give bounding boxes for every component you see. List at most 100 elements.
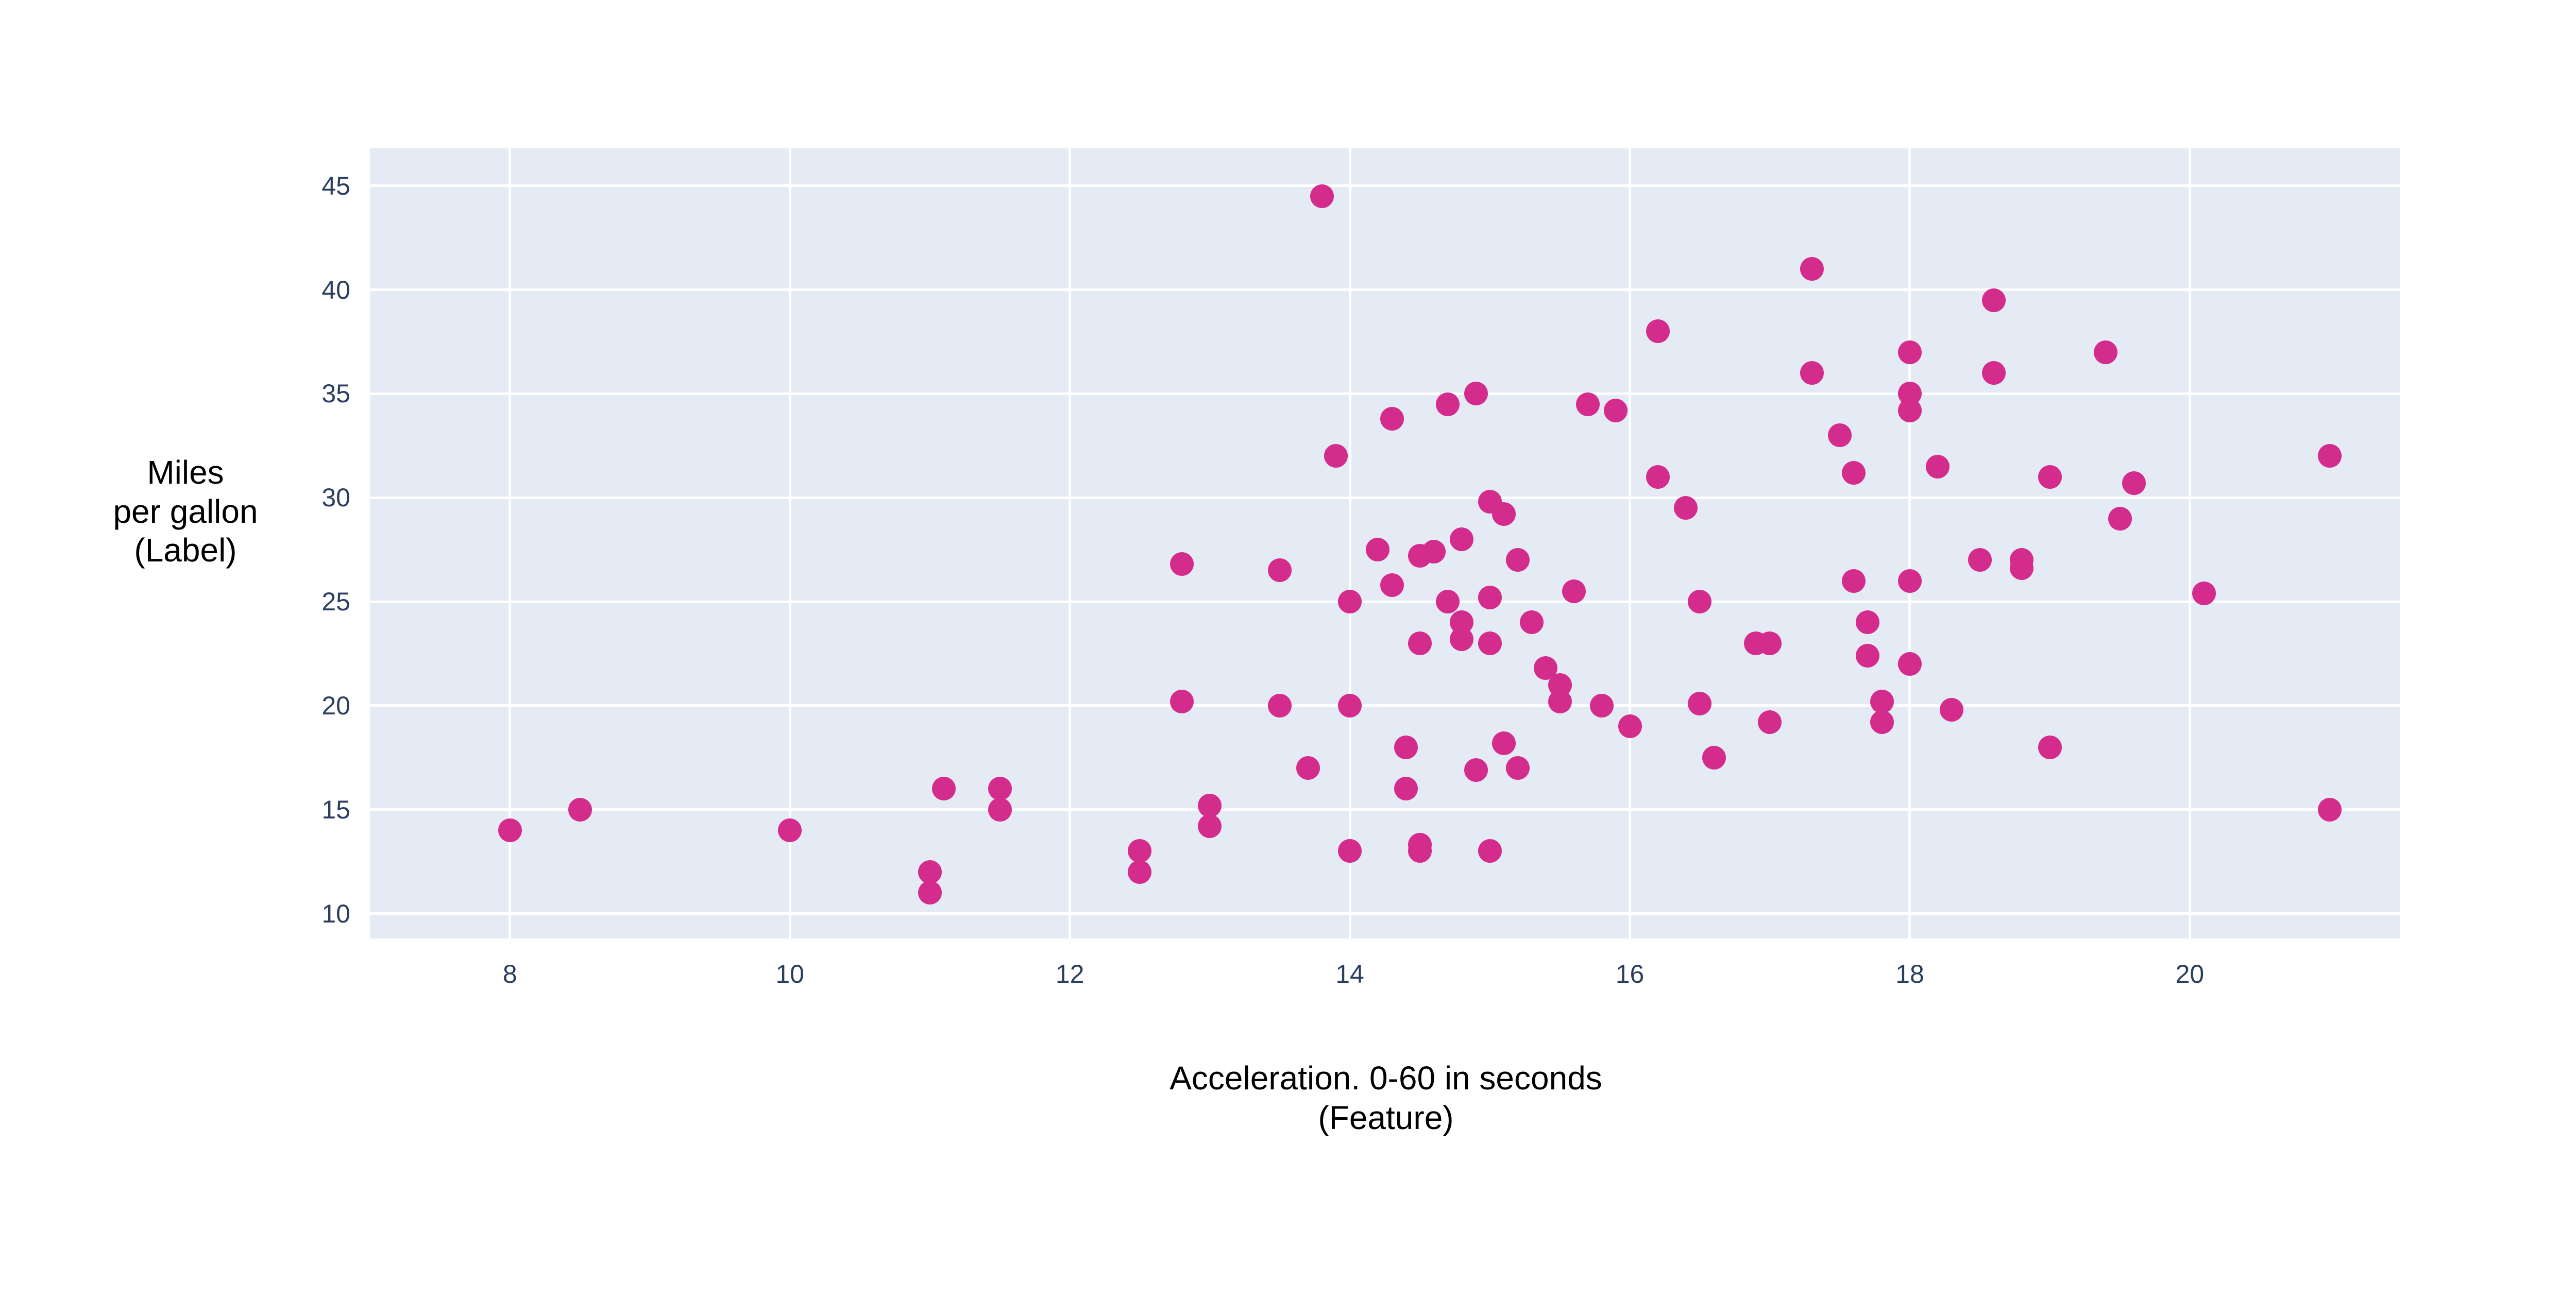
scatter-point [1422, 540, 1446, 564]
y-tick-label: 15 [321, 795, 350, 824]
x-axis-title: Acceleration. 0-60 in seconds (Feature) [1170, 1060, 1602, 1136]
scatter-point [1380, 406, 1404, 431]
scatter-point [1128, 839, 1152, 863]
x-tick-label: 10 [775, 960, 804, 988]
scatter-point [498, 818, 522, 843]
y-axis-tick-labels: 10 15 20 25 30 35 40 45 [258, 148, 350, 938]
scatter-point [1170, 689, 1194, 713]
scatter-point [1897, 398, 1922, 422]
scatter-point [1758, 631, 1782, 655]
scatter-point [2094, 340, 2118, 364]
gridline-horizontal [370, 704, 2400, 707]
scatter-point [1478, 839, 1502, 863]
x-tick-label: 18 [1895, 960, 1924, 988]
y-axis-title: Miles per gallon (Label) [113, 454, 258, 569]
y-tick-label: 10 [321, 899, 350, 928]
scatter-point [1702, 745, 1726, 770]
x-axis-tick-labels: 8 10 12 14 16 18 20 [370, 959, 2400, 995]
y-tick-label: 35 [321, 379, 350, 408]
scatter-point [2192, 581, 2216, 605]
plot-area-wrapper [370, 148, 2400, 938]
scatter-point [1562, 579, 1586, 603]
scatter-point [1450, 527, 1474, 551]
scatter-point [1800, 361, 1824, 385]
scatter-point [1408, 839, 1432, 863]
scatter-point [1897, 569, 1922, 593]
gridline-horizontal [370, 184, 2400, 187]
gridline-horizontal [370, 808, 2400, 811]
scatter-point [1800, 257, 1824, 281]
scatter-point [1436, 590, 1460, 614]
scatter-point [1897, 652, 1922, 676]
gridline-vertical [1069, 148, 1072, 938]
gridline-horizontal [370, 496, 2400, 499]
scatter-point [2318, 797, 2342, 822]
scatter-point [1268, 693, 1292, 718]
gridline-horizontal [370, 288, 2400, 291]
y-tick-label: 30 [321, 483, 350, 513]
gridline-vertical [1908, 148, 1911, 938]
scatter-point [1646, 319, 1670, 344]
gridline-horizontal [370, 912, 2400, 915]
scatter-point [1618, 714, 1642, 739]
scatter-point [1338, 590, 1362, 614]
scatter-point [1324, 444, 1348, 468]
scatter-point [1394, 735, 1418, 759]
scatter-point [1506, 756, 1530, 780]
x-tick-label: 14 [1335, 960, 1364, 988]
scatter-point [1464, 758, 1488, 782]
scatter-point [932, 777, 956, 801]
scatter-point [1520, 610, 1544, 635]
y-tick-label: 25 [321, 587, 350, 617]
scatter-point [2318, 444, 2342, 468]
scatter-point [1688, 590, 1712, 614]
scatter-point [1870, 689, 1894, 713]
x-tick-label: 12 [1055, 960, 1084, 988]
scatter-point [1982, 361, 2006, 385]
scatter-point [1506, 548, 1530, 572]
scatter-point [1842, 460, 1866, 485]
scatter-point [1940, 697, 1964, 722]
scatter-point [568, 797, 592, 822]
scatter-point [1408, 631, 1432, 655]
scatter-point [1492, 502, 1516, 526]
x-tick-label: 16 [1615, 960, 1645, 988]
y-tick-label: 40 [321, 275, 350, 304]
grid-lines [370, 148, 2400, 938]
x-tick-label: 20 [2175, 960, 2205, 988]
scatter-point [1338, 693, 1362, 718]
scatter-point [2122, 471, 2146, 495]
scatter-point [1856, 643, 1880, 668]
scatter-point [988, 797, 1012, 822]
scatter-point [988, 777, 1012, 801]
scatter-point [1268, 558, 1292, 583]
scatter-point [1870, 710, 1894, 735]
scatter-points-layer [370, 148, 2400, 938]
scatter-point [1478, 631, 1502, 655]
scatter-point [1646, 465, 1670, 489]
scatter-point [2038, 735, 2062, 759]
scatter-point [918, 881, 942, 905]
scatter-point [1968, 548, 1992, 572]
scatter-point [1590, 693, 1614, 718]
gridline-vertical [1348, 148, 1351, 938]
scatter-point [1380, 573, 1404, 597]
scatter-point [1492, 731, 1516, 755]
scatter-point [1576, 392, 1600, 416]
scatter-point [2038, 465, 2062, 489]
scatter-point [1828, 423, 1852, 448]
scatter-point [1897, 340, 1922, 364]
gridline-horizontal [370, 600, 2400, 603]
y-tick-label: 20 [321, 691, 350, 720]
scatter-point [918, 860, 942, 884]
scatter-point [1856, 610, 1880, 635]
scatter-point [1982, 288, 2006, 312]
scatter-point [1450, 627, 1474, 651]
scatter-point [1198, 814, 1222, 838]
gridline-vertical [788, 148, 791, 938]
scatter-point [1604, 398, 1628, 422]
gridline-horizontal [370, 392, 2400, 395]
scatter-point [1128, 860, 1152, 884]
scatter-point [778, 818, 802, 843]
